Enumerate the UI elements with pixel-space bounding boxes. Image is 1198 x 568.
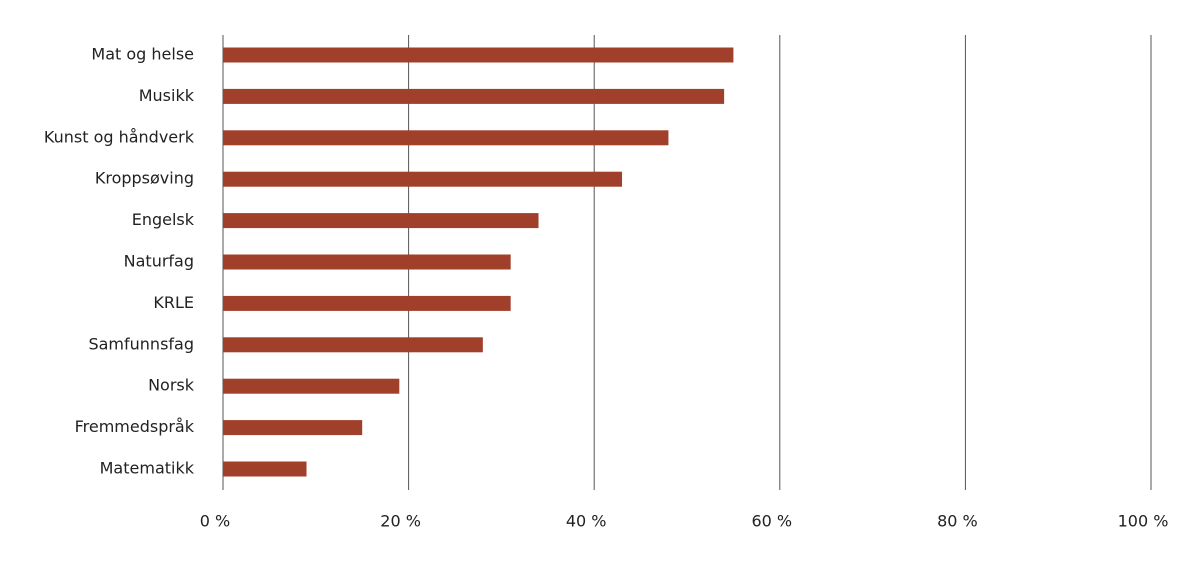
y-tick-label: Fremmedspråk	[75, 417, 195, 436]
bar	[223, 213, 539, 229]
y-tick-label: Engelsk	[132, 210, 195, 229]
y-tick-label: Musikk	[139, 86, 195, 105]
x-tick-label: 20 %	[380, 512, 421, 531]
x-tick-label: 100 %	[1118, 512, 1169, 531]
bar	[223, 461, 307, 477]
bar	[223, 378, 400, 394]
y-tick-label: Kroppsøving	[95, 169, 194, 188]
bar	[223, 47, 734, 63]
x-tick-label: 80 %	[937, 512, 978, 531]
bar	[223, 254, 511, 270]
bar	[223, 130, 669, 146]
y-tick-label: Naturfag	[124, 252, 194, 271]
bar	[223, 295, 511, 311]
y-tick-label: Samfunnsfag	[88, 334, 194, 353]
x-tick-label: 0 %	[200, 512, 230, 531]
bar	[223, 420, 363, 436]
y-tick-label: Mat og helse	[91, 45, 194, 64]
bar	[223, 171, 623, 187]
y-tick-label: Norsk	[148, 376, 195, 395]
x-tick-label: 40 %	[566, 512, 607, 531]
bar	[223, 88, 725, 104]
y-tick-label: Kunst og håndverk	[44, 127, 195, 146]
y-tick-label: KRLE	[153, 293, 194, 312]
x-tick-label: 60 %	[751, 512, 792, 531]
bar	[223, 337, 483, 353]
y-tick-label: Matematikk	[100, 459, 195, 478]
